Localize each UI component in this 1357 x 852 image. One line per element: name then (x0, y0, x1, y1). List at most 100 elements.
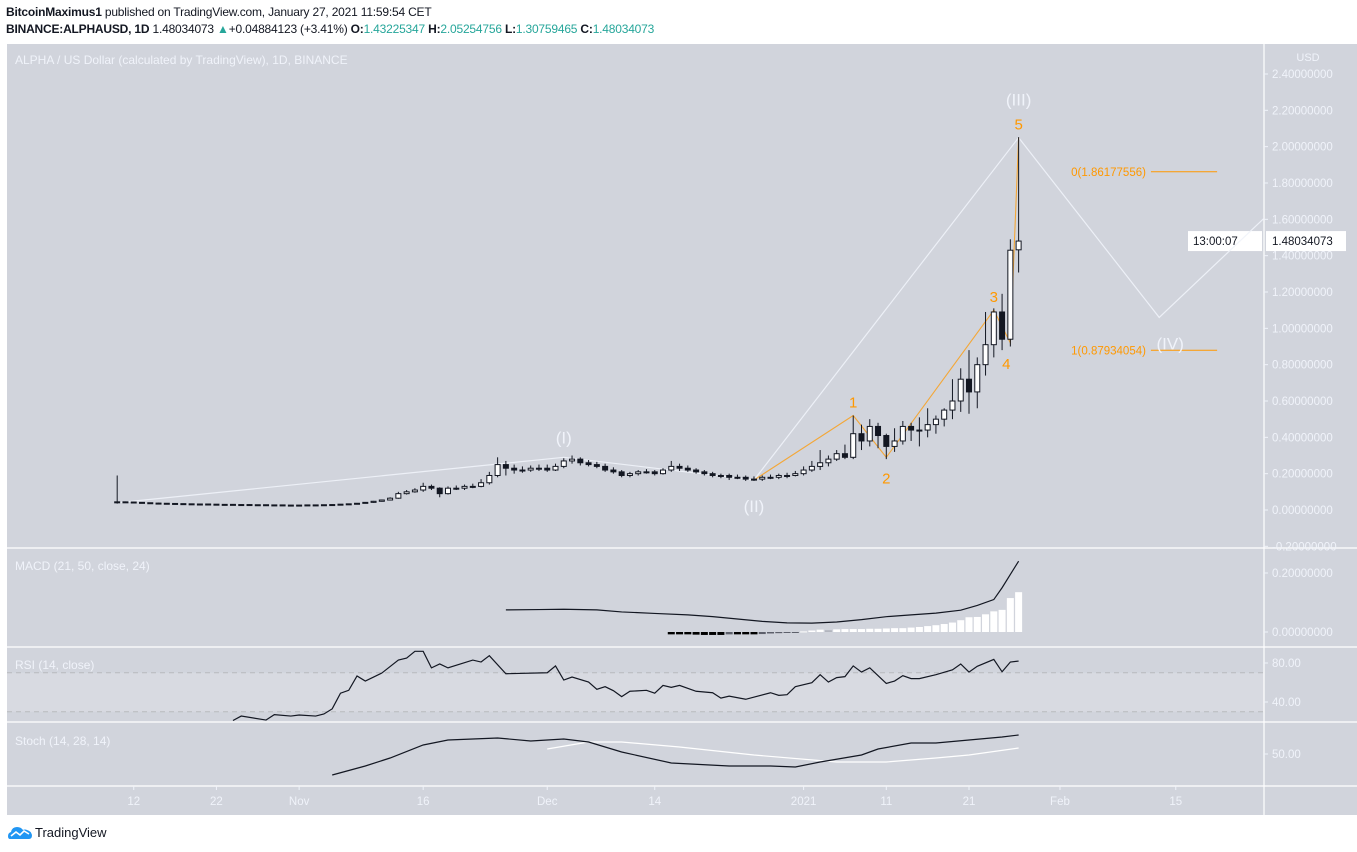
candle[interactable] (229, 503, 236, 506)
candle[interactable] (511, 467, 518, 471)
time-tick-label[interactable]: 11 (880, 796, 892, 808)
candle[interactable] (957, 378, 964, 402)
candle[interactable] (436, 487, 443, 495)
time-tick-label[interactable]: 2021 (791, 796, 817, 808)
candle[interactable] (560, 460, 567, 467)
candle[interactable] (585, 462, 592, 466)
candle[interactable] (469, 485, 476, 488)
candle[interactable] (734, 476, 741, 479)
candle[interactable] (180, 503, 187, 506)
candle[interactable] (916, 429, 923, 432)
candle[interactable] (354, 502, 361, 505)
candle[interactable] (535, 467, 542, 470)
candle[interactable] (552, 465, 559, 471)
candle[interactable] (329, 504, 336, 507)
candle[interactable] (784, 474, 791, 477)
candle[interactable] (717, 474, 724, 477)
rsi-legend[interactable]: RSI (14, close) (15, 658, 95, 672)
candle[interactable] (643, 471, 650, 474)
candle[interactable] (883, 435, 890, 447)
candle[interactable] (593, 464, 600, 467)
candle[interactable] (577, 458, 584, 464)
candle[interactable] (163, 502, 170, 505)
time-tick-label[interactable]: Dec (537, 796, 558, 808)
candle[interactable] (172, 502, 179, 505)
candle[interactable] (966, 378, 972, 393)
main-pane-legend[interactable]: ALPHA / US Dollar (calculated by Trading… (15, 53, 348, 67)
candle[interactable] (114, 501, 121, 504)
time-tick-label[interactable]: 21 (963, 796, 976, 808)
candle[interactable] (850, 433, 857, 458)
time-tick-label[interactable]: 15 (1169, 796, 1182, 808)
candle[interactable] (420, 485, 427, 491)
candle[interactable] (668, 465, 675, 471)
candle[interactable] (618, 471, 625, 476)
time-tick-label[interactable]: Nov (289, 796, 310, 808)
candle[interactable] (701, 471, 708, 475)
candle[interactable] (684, 467, 691, 471)
candle[interactable] (602, 465, 609, 471)
tradingview-logo[interactable]: TradingView (8, 824, 107, 840)
candle[interactable] (924, 424, 931, 431)
macd-pane[interactable] (505, 560, 1023, 635)
candle[interactable] (122, 501, 129, 504)
candle[interactable] (767, 476, 774, 479)
author-name[interactable]: BitcoinMaximus1 (6, 5, 102, 19)
candle[interactable] (139, 501, 145, 504)
candle[interactable] (527, 467, 534, 471)
candle[interactable] (825, 458, 832, 464)
candle[interactable] (486, 474, 493, 484)
candle[interactable] (205, 503, 212, 506)
candle[interactable] (676, 465, 683, 469)
macd-legend[interactable]: MACD (21, 50, close, 24) (15, 559, 150, 573)
candle[interactable] (908, 425, 915, 431)
candle[interactable] (147, 502, 154, 505)
stoch-k-line[interactable] (332, 734, 1019, 776)
candle[interactable] (866, 425, 873, 442)
candle[interactable] (990, 311, 997, 346)
candle[interactable] (949, 400, 956, 411)
candle[interactable] (411, 489, 418, 493)
candle[interactable] (155, 502, 162, 505)
candle[interactable] (858, 433, 865, 442)
candle[interactable] (279, 504, 286, 507)
candle[interactable] (246, 504, 253, 507)
candle[interactable] (841, 453, 848, 458)
candle[interactable] (941, 409, 948, 420)
candle[interactable] (544, 467, 551, 471)
candle[interactable] (635, 471, 642, 475)
candle[interactable] (221, 503, 228, 506)
time-tick-label[interactable]: 16 (417, 796, 430, 808)
candle[interactable] (808, 465, 815, 471)
candle[interactable] (792, 473, 799, 476)
time-tick-label[interactable]: Feb (1050, 796, 1070, 808)
candle[interactable] (982, 344, 989, 366)
stoch-pane[interactable] (332, 734, 1019, 776)
candle[interactable] (875, 425, 882, 437)
candle[interactable] (478, 482, 485, 487)
candle[interactable] (238, 504, 245, 507)
candle[interactable] (651, 471, 658, 475)
candle[interactable] (899, 425, 906, 442)
candle[interactable] (494, 464, 501, 476)
candle[interactable] (610, 469, 617, 473)
candle[interactable] (130, 501, 137, 504)
candle[interactable] (196, 503, 203, 506)
candle[interactable] (709, 473, 716, 476)
candle[interactable] (569, 458, 576, 462)
candle[interactable] (891, 440, 898, 447)
candle[interactable] (263, 504, 270, 507)
candle[interactable] (428, 485, 435, 489)
candle[interactable] (974, 364, 981, 393)
time-tick-label[interactable]: 22 (210, 796, 223, 808)
rsi-pane[interactable] (232, 650, 1019, 722)
candle[interactable] (626, 473, 633, 476)
candle[interactable] (378, 499, 385, 502)
candle[interactable] (213, 503, 220, 506)
candle[interactable] (444, 487, 451, 495)
candle[interactable] (932, 418, 939, 426)
candle[interactable] (320, 504, 327, 507)
candle[interactable] (337, 503, 344, 506)
rsi-line[interactable] (232, 650, 1019, 722)
candle[interactable] (395, 493, 402, 499)
